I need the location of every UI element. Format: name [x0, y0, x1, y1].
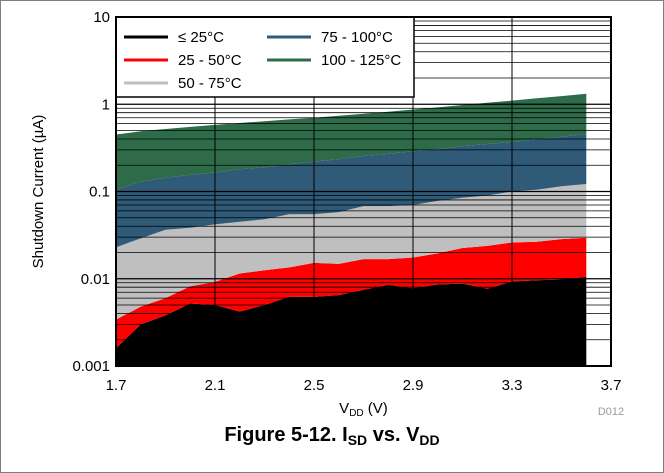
y-tick-label: 0.001	[72, 358, 110, 375]
y-tick-label: 0.1	[89, 184, 110, 201]
x-tick-label: 3.3	[502, 377, 523, 394]
y-tick-label: 0.01	[81, 271, 110, 288]
caption-sub-1: SD	[347, 432, 368, 448]
x-tick-label: 2.1	[205, 377, 226, 394]
series-area-1	[116, 276, 587, 366]
x-axis-label-sub: DD	[349, 408, 363, 419]
caption-mid: vs. V	[367, 424, 420, 446]
x-axis-label-main: V	[339, 400, 349, 417]
y-tick-label: 10	[93, 9, 110, 26]
legend: ≤ 25°C 25 - 50°C 50 - 75°C 75 - 100°C 100 - …	[124, 29, 401, 92]
plot-border	[115, 16, 612, 367]
legend-label-1: ≤ 25°C	[178, 29, 224, 46]
x-tick-label: 2.5	[304, 377, 325, 394]
caption-sub-2: DD	[419, 432, 440, 448]
x-tick-label: 3.7	[601, 377, 622, 394]
x-axis-label: VDD (V)	[339, 400, 388, 419]
y-axis-label: Shutdown Current (µA)	[30, 115, 47, 269]
figure-id-note: D012	[598, 406, 624, 418]
figure-caption: Figure 5-12. ISD vs. VDD	[0, 424, 664, 448]
shutdown-current-chart: ≤ 25°C 25 - 50°C 50 - 75°C 75 - 100°C 100 - …	[30, 9, 624, 419]
series-area-4	[116, 134, 587, 248]
x-axis-label-unit: (V)	[364, 400, 388, 417]
series-fills	[116, 93, 587, 366]
legend-label-3: 50 - 75°C	[178, 75, 242, 92]
y-tick-labels: 0.001 0.01 0.1 1 10	[72, 9, 110, 375]
legend-label-5: 100 - 125°C	[321, 52, 401, 69]
y-tick-label: 1	[102, 96, 110, 113]
caption-main: Figure 5-12. I	[224, 424, 348, 446]
series-area-2	[116, 237, 587, 349]
legend-label-2: 25 - 50°C	[178, 52, 242, 69]
x-tick-labels: 1.7 2.1 2.5 2.9 3.3 3.7	[106, 377, 622, 394]
x-tick-label: 1.7	[106, 377, 127, 394]
legend-label-4: 75 - 100°C	[321, 29, 393, 46]
x-tick-label: 2.9	[403, 377, 424, 394]
